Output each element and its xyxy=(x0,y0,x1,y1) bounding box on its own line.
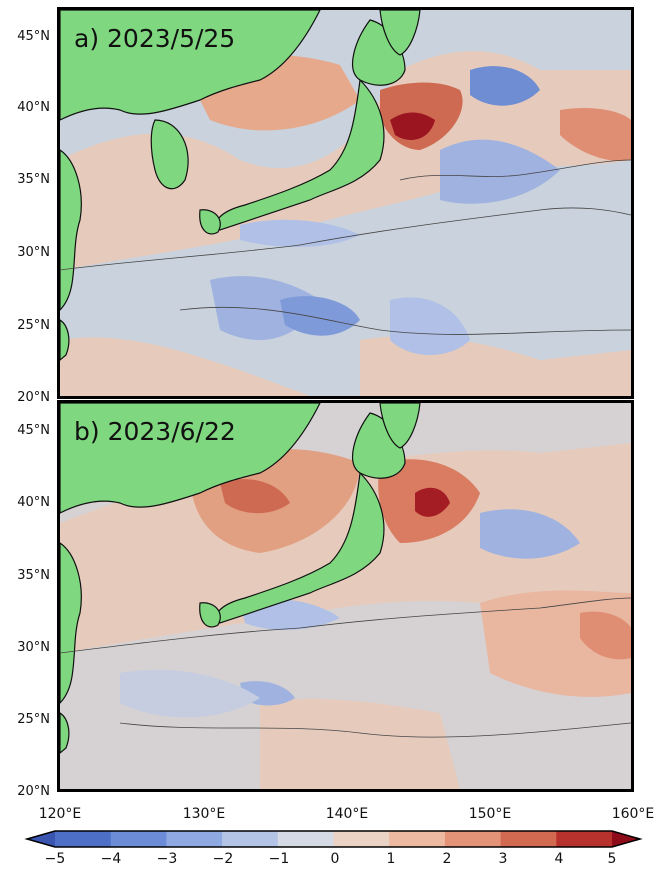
lat-tick-label: 35°N xyxy=(17,172,50,187)
lon-tick-label: 160°E xyxy=(611,806,655,822)
colorbar-tick-label: 3 xyxy=(498,851,508,867)
lat-tick-label: 30°N xyxy=(17,640,50,655)
lon-tick-label: 130°E xyxy=(182,806,226,822)
colorbar-segment xyxy=(500,831,557,847)
lat-tick-label: 25°N xyxy=(17,318,50,333)
colorbar-tick-label: −4 xyxy=(100,851,122,867)
colorbar-segment xyxy=(556,831,613,847)
colorbar-segment xyxy=(222,831,279,847)
panel-a-title: a) 2023/5/25 xyxy=(74,24,236,53)
lat-tick-label: 20°N xyxy=(17,784,50,799)
lon-tick-label: 150°E xyxy=(468,806,512,822)
colorbar-segment xyxy=(444,831,502,847)
lat-tick-label: 30°N xyxy=(17,245,50,260)
anomaly-map-b xyxy=(60,403,631,789)
colorbar-segment xyxy=(27,831,55,847)
colorbar-segment xyxy=(277,831,334,847)
colorbar-segment xyxy=(110,831,167,847)
colorbar-outline xyxy=(24,830,643,848)
colorbar-tick-label: −3 xyxy=(156,851,178,867)
lat-tick-label: 40°N xyxy=(17,100,50,115)
lat-tick-label: 20°N xyxy=(17,390,50,405)
map-panel-b: b) 2023/6/22 xyxy=(57,400,634,792)
lon-tick-label: 140°E xyxy=(325,806,369,822)
colorbar-tick-label: 2 xyxy=(442,851,452,867)
colorbar-tick-label: 4 xyxy=(554,851,564,867)
colorbar-tick-label: −1 xyxy=(268,851,290,867)
map-panel-a: a) 2023/5/25 xyxy=(57,7,634,399)
colorbar-tick-label: 5 xyxy=(607,851,617,867)
colorbar-tick-label: −2 xyxy=(212,851,234,867)
lat-tick-label: 25°N xyxy=(17,712,50,727)
lat-tick-label: 45°N xyxy=(17,423,50,438)
anomaly-map-a xyxy=(60,10,631,396)
colorbar-tick-label: −5 xyxy=(44,851,66,867)
colorbar-segment xyxy=(333,831,390,847)
lon-tick-label: 120°E xyxy=(38,806,82,822)
colorbar-tick-label: 1 xyxy=(386,851,396,867)
colorbar-tick-label: 0 xyxy=(330,851,340,867)
colorbar-segment xyxy=(55,831,112,847)
lat-tick-label: 45°N xyxy=(17,29,50,44)
panel-b-title: b) 2023/6/22 xyxy=(74,417,236,446)
lat-tick-label: 35°N xyxy=(17,568,50,583)
colorbar xyxy=(24,830,643,848)
colorbar-segment xyxy=(389,831,446,847)
lat-tick-label: 40°N xyxy=(17,495,50,510)
colorbar-segment xyxy=(166,831,223,847)
colorbar-segment xyxy=(612,831,640,847)
